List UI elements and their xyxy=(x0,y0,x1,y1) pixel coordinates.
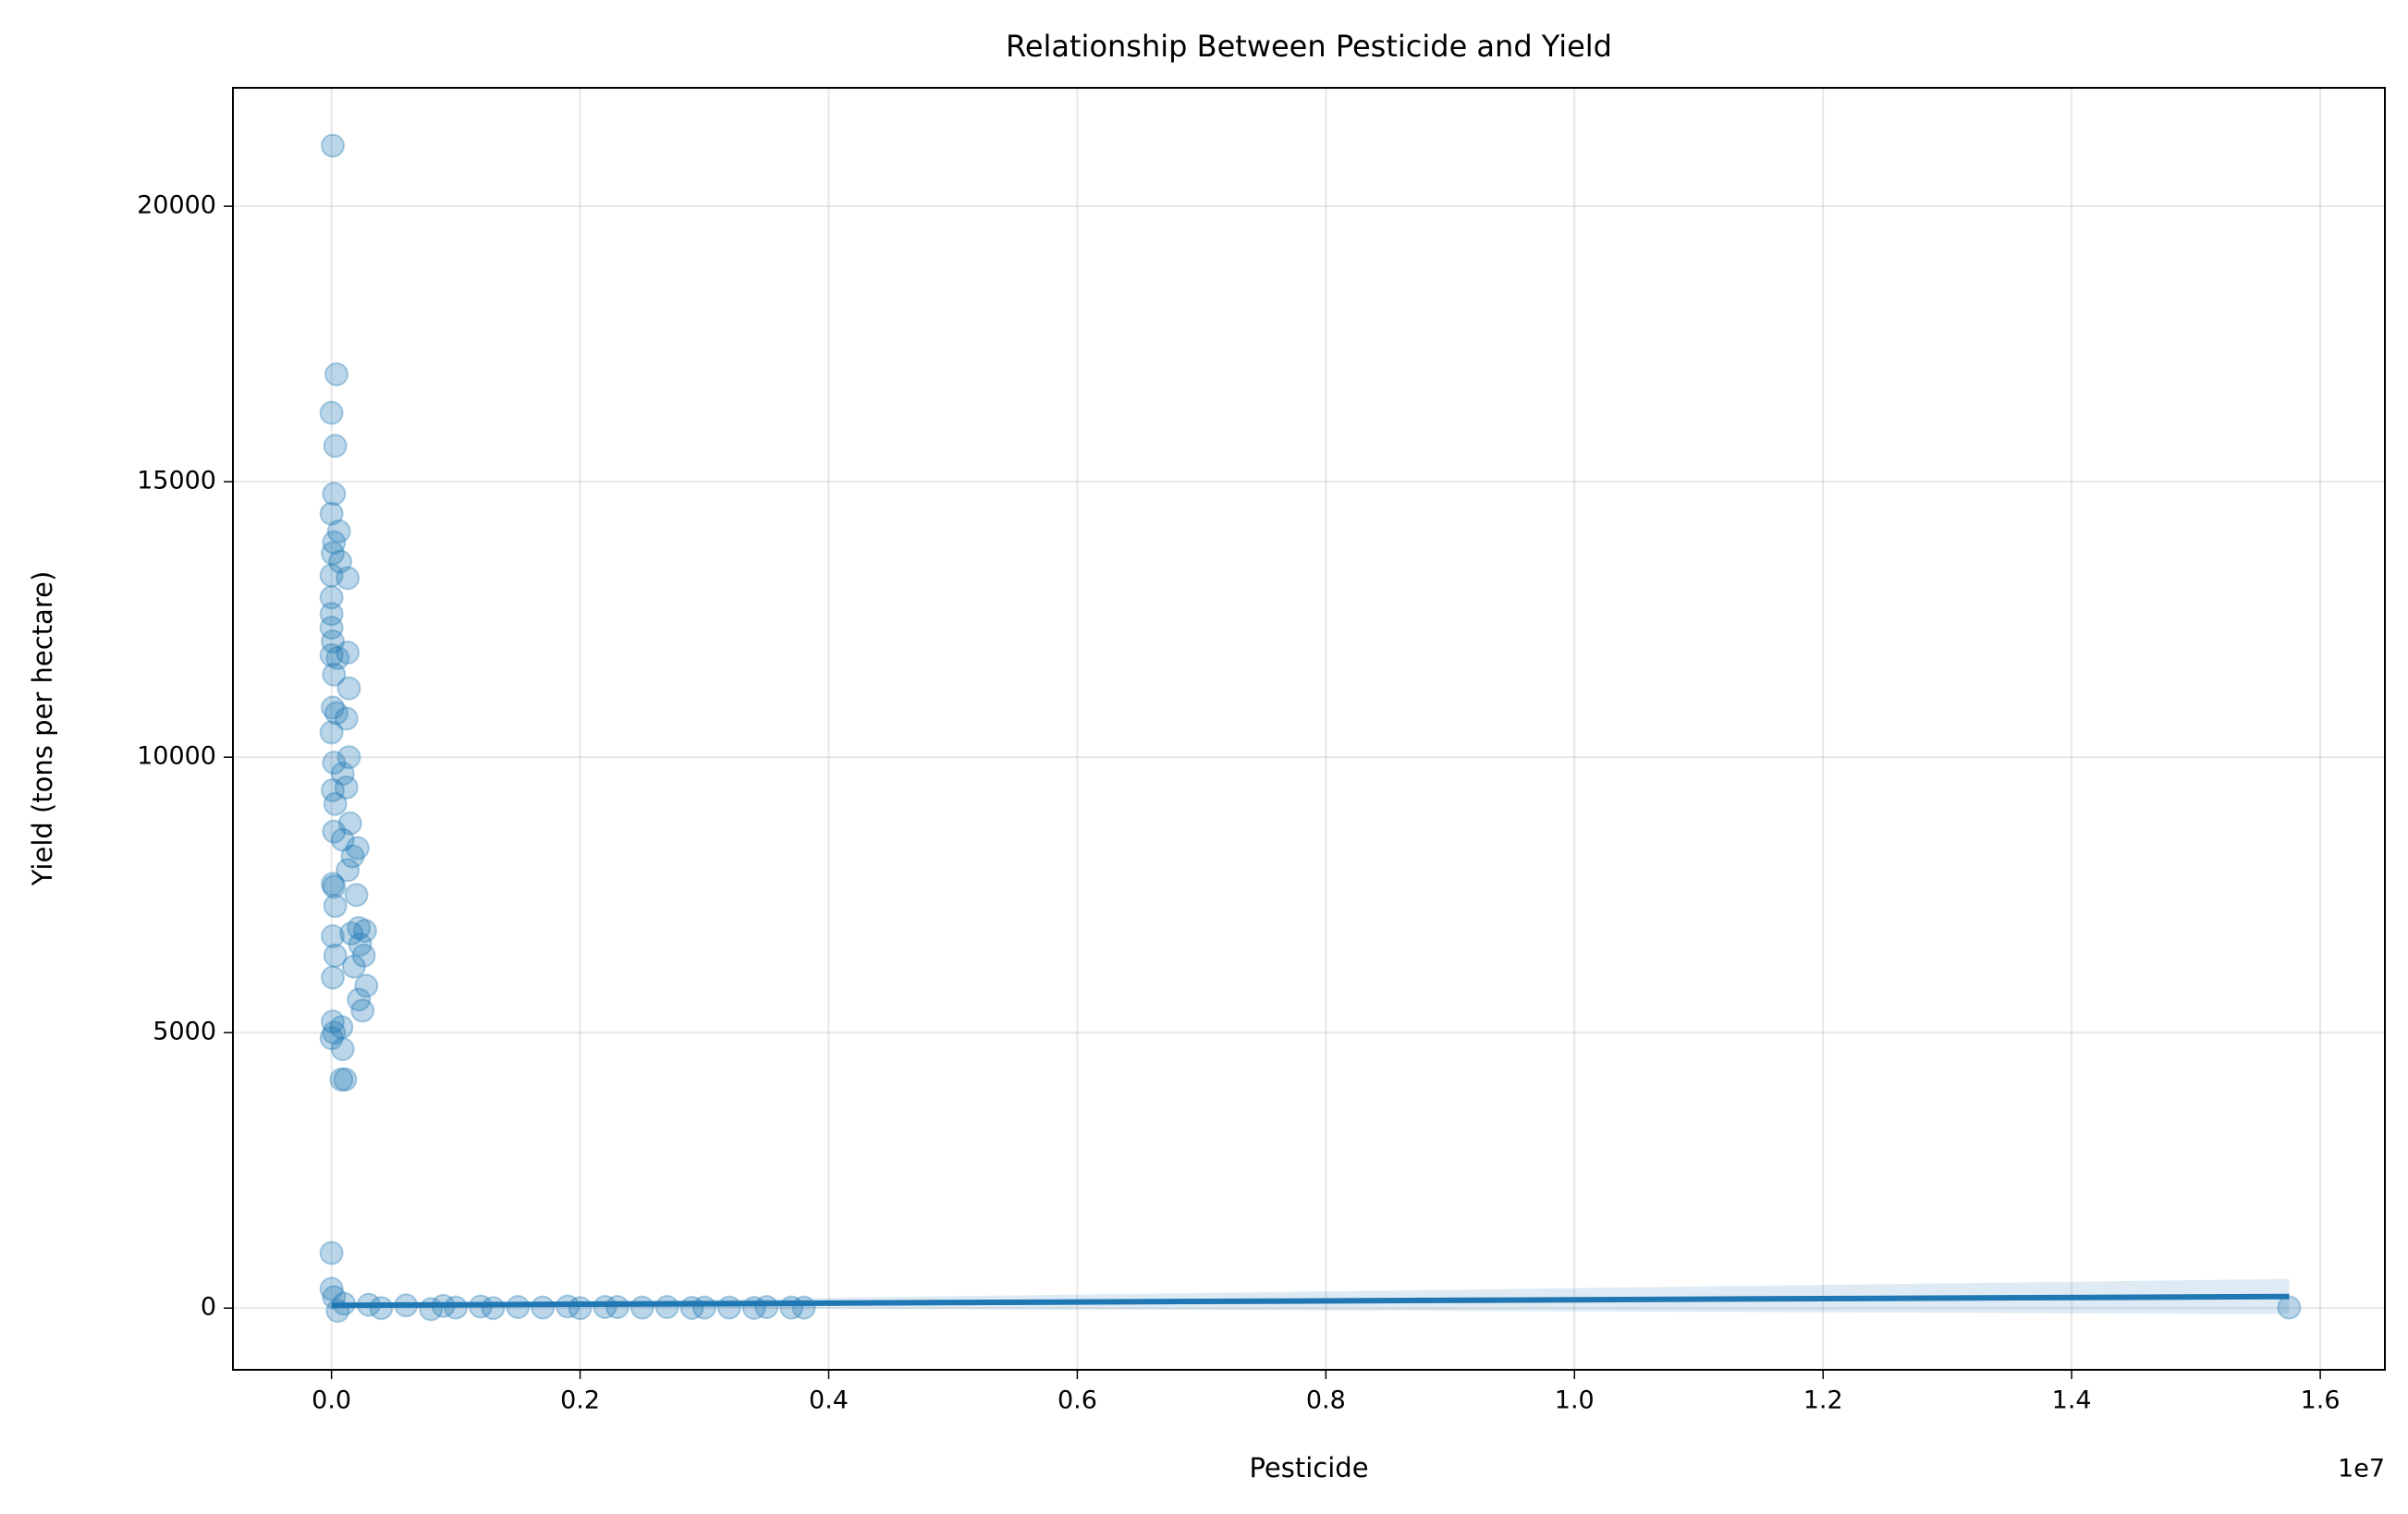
point xyxy=(320,541,345,566)
point xyxy=(339,921,364,946)
x-tick-label: 1.2 xyxy=(1803,1386,1843,1415)
y-tick-label: 0 xyxy=(201,1293,216,1322)
y-axis-label: Yield (tons per hectare) xyxy=(27,571,58,887)
point xyxy=(2277,1295,2302,1320)
point xyxy=(336,858,361,883)
regression-line xyxy=(331,1293,2290,1309)
point xyxy=(319,602,344,627)
x-tick-label: 0.0 xyxy=(312,1386,351,1415)
point xyxy=(341,954,366,979)
point xyxy=(320,133,345,158)
point xyxy=(320,695,345,720)
point xyxy=(319,720,344,745)
point xyxy=(319,616,344,641)
x-tick-label: 0.2 xyxy=(560,1386,600,1415)
point xyxy=(329,1015,354,1040)
point xyxy=(323,943,348,968)
point xyxy=(322,819,347,844)
point xyxy=(352,918,377,943)
point xyxy=(348,932,373,957)
x-axis-label: Pesticide xyxy=(1249,1452,1368,1483)
x-tick-label: 1.4 xyxy=(2052,1386,2092,1415)
y-tick-label: 5000 xyxy=(153,1018,216,1046)
point xyxy=(320,923,345,948)
point xyxy=(325,645,350,670)
x-tick-label: 0.4 xyxy=(809,1386,849,1415)
point xyxy=(322,530,347,555)
point xyxy=(322,1020,347,1045)
point xyxy=(334,706,359,731)
point xyxy=(322,874,347,899)
point xyxy=(347,987,372,1012)
point xyxy=(326,519,351,543)
point xyxy=(320,777,345,802)
point xyxy=(323,894,348,919)
point xyxy=(333,1067,358,1092)
point xyxy=(334,775,359,800)
point xyxy=(330,1037,355,1062)
point xyxy=(322,751,347,775)
point xyxy=(419,1297,444,1322)
point xyxy=(319,1240,344,1265)
point xyxy=(319,501,344,526)
point xyxy=(354,973,379,998)
point xyxy=(347,915,372,940)
point xyxy=(320,1009,345,1034)
y-tick-label: 10000 xyxy=(137,742,216,771)
x-tick-label: 0.8 xyxy=(1306,1386,1346,1415)
point xyxy=(323,791,348,816)
point xyxy=(320,629,345,654)
y-tick-label: 15000 xyxy=(137,467,216,495)
point xyxy=(328,549,353,574)
point xyxy=(319,585,344,610)
point xyxy=(345,836,370,861)
point xyxy=(337,811,362,836)
point xyxy=(351,943,376,968)
point xyxy=(319,1026,344,1051)
point xyxy=(320,965,345,990)
point xyxy=(369,1296,394,1321)
point xyxy=(330,827,355,852)
point xyxy=(319,400,344,425)
point xyxy=(324,361,349,386)
point xyxy=(336,566,361,591)
point xyxy=(344,883,369,908)
point xyxy=(568,1296,593,1321)
y-tick-label: 20000 xyxy=(137,191,216,220)
point xyxy=(330,762,355,787)
point xyxy=(323,433,348,458)
point xyxy=(481,1296,506,1321)
point xyxy=(329,1067,354,1092)
point xyxy=(324,701,349,726)
x-tick-label: 1.0 xyxy=(1555,1386,1595,1415)
point xyxy=(336,745,361,770)
point xyxy=(319,563,344,588)
x-offset-label: 1e7 xyxy=(2338,1455,2385,1483)
point xyxy=(531,1295,556,1320)
point xyxy=(340,844,365,869)
point xyxy=(319,642,344,667)
point xyxy=(320,872,345,897)
chart-title: Relationship Between Pesticide and Yield xyxy=(1006,29,1612,64)
x-tick-label: 0.6 xyxy=(1057,1386,1097,1415)
x-tick-label: 1.6 xyxy=(2301,1386,2341,1415)
plot-frame xyxy=(232,87,2386,1371)
point xyxy=(319,1276,344,1301)
point xyxy=(336,640,361,665)
point xyxy=(322,662,347,687)
point xyxy=(350,998,375,1023)
point xyxy=(336,676,361,701)
point xyxy=(322,482,347,507)
